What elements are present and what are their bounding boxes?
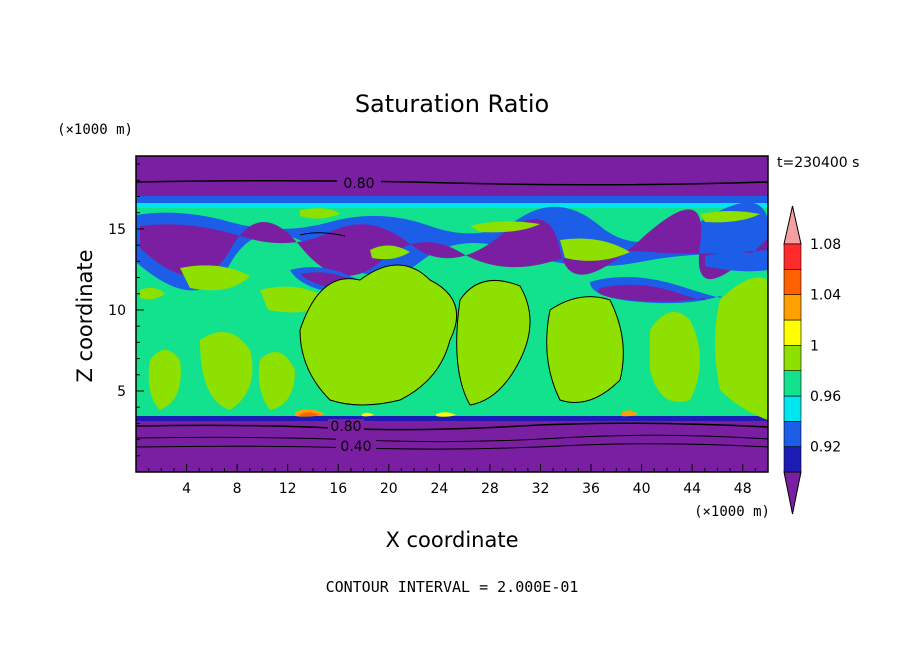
- colorbar-bin: [783, 243, 802, 270]
- x-axis-title: X coordinate: [385, 528, 518, 552]
- dry-streak: [598, 284, 706, 302]
- x-tick-label: 32: [532, 481, 550, 497]
- colorbar-over-triangle: [783, 205, 802, 245]
- y-tick-label: 10: [108, 303, 126, 319]
- dry-streak: [140, 209, 768, 280]
- lower-blue-band: [136, 416, 768, 421]
- colorbar-bin: [783, 446, 802, 473]
- contour-interval-note: CONTOUR INTERVAL = 2.000E-01: [326, 578, 579, 596]
- x-axis: 4 8 12 16 20 24 28 32 36 40 44 48: [148, 464, 756, 497]
- colorbar-label: 1.08: [810, 237, 841, 253]
- upper-dry-layer: [136, 156, 768, 198]
- y-axis-title: Z coordinate: [73, 249, 97, 382]
- x-tick-label: 44: [683, 481, 701, 497]
- y-tick-label: 15: [108, 222, 126, 238]
- x-tick-label: 16: [329, 481, 347, 497]
- contour-label: 0.40: [340, 439, 371, 455]
- colorbar-bin: [783, 370, 802, 397]
- x-tick-label: 8: [233, 481, 242, 497]
- time-label: t=230400 s: [777, 155, 859, 171]
- y-tick-label: 5: [117, 384, 126, 400]
- x-tick-label: 20: [380, 481, 398, 497]
- x-tick-label: 40: [633, 481, 651, 497]
- x-tick-label: 12: [279, 481, 297, 497]
- x-tick-label: 36: [582, 481, 600, 497]
- x-tick-label: 28: [481, 481, 499, 497]
- contour-label: 0.80: [330, 419, 361, 435]
- colorbar-bin: [783, 421, 802, 447]
- upper-blue-band: [136, 196, 768, 204]
- chart-title: Saturation Ratio: [355, 90, 549, 118]
- colorbar-label: 0.92: [810, 440, 841, 456]
- contour-lines: [136, 179, 768, 450]
- y-axis-unit: (×1000 m): [57, 122, 133, 138]
- saturated-regions: [140, 208, 768, 420]
- colorbar-bin: [783, 294, 802, 321]
- colorbar-label: 1.04: [810, 288, 841, 304]
- x-tick-label: 48: [734, 481, 752, 497]
- colorbar-bin: [783, 395, 802, 422]
- colorbar-label: 0.96: [810, 389, 841, 405]
- y-axis: 5 10 15: [108, 163, 144, 457]
- contour-field: 0.80 0.80 0.40: [136, 156, 768, 472]
- x-tick-label: 24: [430, 481, 448, 497]
- colorbar-bin: [783, 345, 802, 371]
- supersaturated-spots: [295, 409, 638, 417]
- dry-streak: [705, 252, 768, 272]
- colorbar-bin: [783, 269, 802, 295]
- colorbar: 0.92 0.96 1 1.04 1.08: [783, 205, 841, 515]
- colorbar-bin: [783, 319, 802, 346]
- upper-cyan-band: [136, 203, 768, 208]
- colorbar-under-triangle: [783, 471, 802, 515]
- contour-label: 0.80: [343, 176, 374, 192]
- colorbar-label: 1: [810, 338, 819, 354]
- x-axis-unit: (×1000 m): [694, 504, 770, 520]
- x-tick-label: 4: [182, 481, 191, 497]
